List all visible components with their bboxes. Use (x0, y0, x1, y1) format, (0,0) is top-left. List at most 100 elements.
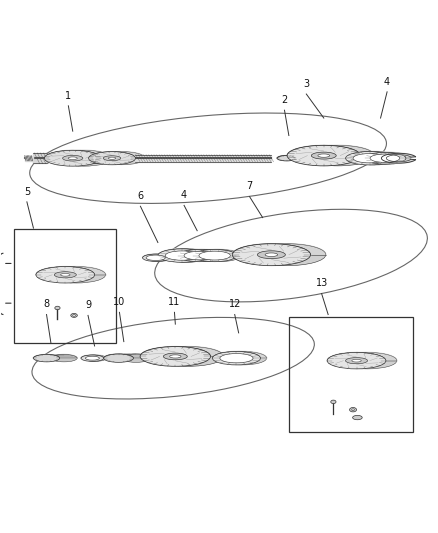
Ellipse shape (88, 152, 135, 165)
Ellipse shape (47, 266, 106, 283)
Ellipse shape (158, 249, 206, 262)
Ellipse shape (165, 251, 198, 260)
Polygon shape (193, 249, 241, 256)
Polygon shape (25, 156, 33, 161)
Ellipse shape (353, 415, 362, 420)
Ellipse shape (153, 346, 224, 366)
Text: 6: 6 (138, 191, 144, 201)
Ellipse shape (232, 244, 311, 265)
Text: 3: 3 (303, 79, 309, 89)
Polygon shape (36, 266, 106, 275)
Ellipse shape (143, 254, 169, 261)
Ellipse shape (277, 156, 296, 161)
Polygon shape (135, 155, 272, 161)
Ellipse shape (55, 306, 60, 310)
Ellipse shape (170, 355, 181, 358)
Ellipse shape (88, 356, 102, 360)
Polygon shape (140, 346, 224, 357)
Text: 7: 7 (247, 181, 253, 191)
Polygon shape (88, 152, 145, 158)
Ellipse shape (68, 157, 77, 159)
Ellipse shape (188, 251, 219, 260)
Polygon shape (346, 151, 399, 158)
Ellipse shape (63, 156, 83, 161)
Ellipse shape (292, 156, 311, 161)
Ellipse shape (219, 351, 267, 365)
Text: 4: 4 (384, 77, 390, 87)
Ellipse shape (33, 354, 60, 362)
Ellipse shape (182, 249, 226, 262)
Ellipse shape (146, 255, 165, 261)
Ellipse shape (331, 400, 336, 403)
Polygon shape (232, 244, 326, 255)
Ellipse shape (353, 154, 386, 163)
Text: 4: 4 (181, 190, 187, 200)
Polygon shape (104, 354, 151, 358)
Text: 9: 9 (85, 300, 91, 310)
Ellipse shape (71, 313, 78, 317)
Polygon shape (327, 352, 397, 361)
Ellipse shape (352, 409, 354, 410)
Ellipse shape (163, 249, 211, 262)
Text: 12: 12 (229, 300, 241, 309)
Text: 11: 11 (168, 297, 180, 307)
Text: 13: 13 (315, 278, 328, 288)
Ellipse shape (193, 249, 237, 262)
Ellipse shape (121, 354, 151, 362)
Ellipse shape (145, 254, 171, 261)
Ellipse shape (352, 359, 361, 362)
Polygon shape (33, 153, 46, 164)
Ellipse shape (140, 346, 211, 366)
Polygon shape (177, 249, 226, 256)
Polygon shape (158, 249, 211, 256)
Ellipse shape (60, 273, 70, 276)
Ellipse shape (364, 152, 406, 164)
Polygon shape (381, 154, 416, 163)
Ellipse shape (374, 154, 404, 163)
Ellipse shape (346, 358, 367, 364)
Ellipse shape (226, 353, 259, 363)
Ellipse shape (351, 151, 399, 165)
Ellipse shape (258, 251, 286, 259)
Ellipse shape (51, 354, 77, 362)
Polygon shape (364, 152, 410, 158)
Ellipse shape (220, 353, 253, 363)
Text: 2: 2 (281, 95, 288, 105)
Ellipse shape (108, 157, 116, 159)
Ellipse shape (81, 355, 104, 361)
Ellipse shape (311, 152, 336, 159)
Ellipse shape (98, 152, 145, 165)
Ellipse shape (350, 408, 357, 412)
Ellipse shape (346, 151, 394, 165)
Ellipse shape (84, 355, 106, 361)
Ellipse shape (163, 353, 187, 360)
Ellipse shape (85, 356, 99, 360)
Ellipse shape (170, 251, 204, 260)
Text: 8: 8 (43, 300, 49, 309)
Ellipse shape (247, 244, 326, 265)
Ellipse shape (318, 154, 330, 157)
Ellipse shape (36, 266, 95, 283)
Ellipse shape (44, 150, 101, 166)
Polygon shape (89, 154, 101, 163)
Ellipse shape (203, 251, 235, 260)
Ellipse shape (301, 146, 374, 166)
Ellipse shape (212, 351, 261, 365)
Ellipse shape (197, 249, 241, 262)
Polygon shape (33, 354, 77, 358)
Ellipse shape (265, 253, 278, 256)
Ellipse shape (177, 249, 221, 262)
Ellipse shape (199, 251, 230, 260)
Text: 10: 10 (113, 297, 126, 307)
Ellipse shape (287, 146, 360, 166)
Ellipse shape (103, 156, 121, 160)
Ellipse shape (358, 154, 392, 163)
Ellipse shape (370, 154, 400, 163)
Ellipse shape (368, 152, 410, 164)
Ellipse shape (104, 354, 134, 362)
Ellipse shape (184, 251, 215, 260)
Ellipse shape (327, 352, 386, 369)
Ellipse shape (149, 255, 168, 261)
Polygon shape (143, 254, 171, 258)
Polygon shape (287, 146, 374, 156)
